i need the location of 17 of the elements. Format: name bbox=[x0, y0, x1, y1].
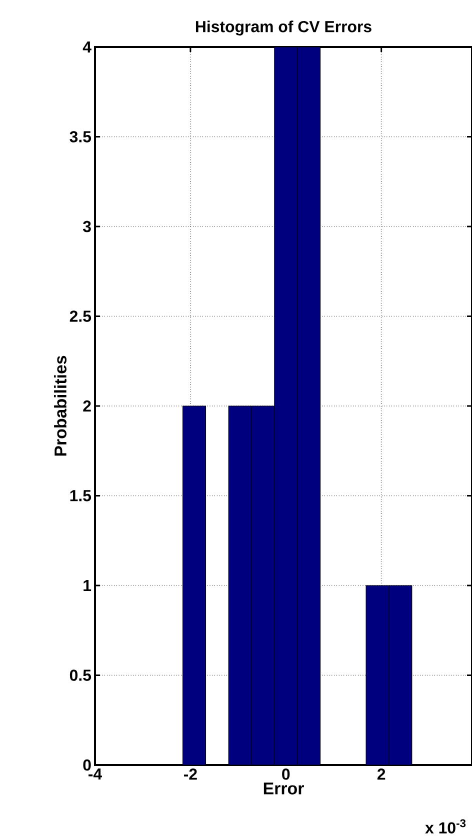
y-tick-label: 1 bbox=[84, 580, 92, 591]
x-tick-label: -4 bbox=[88, 768, 102, 780]
y-tick-label: 3 bbox=[82, 220, 91, 232]
chart-title: Histogram of CV Errors bbox=[196, 20, 372, 36]
x-tick-label: 0 bbox=[282, 768, 290, 780]
y-tick-label: 0.5 bbox=[70, 670, 92, 681]
text: x 10$^{-3}$ bbox=[425, 819, 466, 834]
y-tick-label: 2 bbox=[83, 400, 91, 412]
y-tick-label: 0 bbox=[83, 759, 91, 771]
x-tick-label: 2 bbox=[377, 768, 386, 780]
x-axis-title: Error bbox=[264, 782, 304, 794]
x-tick-label: -2 bbox=[184, 768, 197, 780]
y-tick-label: 1.5 bbox=[70, 490, 92, 502]
y-axis-title: Probabilities bbox=[54, 356, 66, 456]
y-tick-label: 2.5 bbox=[70, 310, 92, 322]
y-tick-label: 3.5 bbox=[70, 131, 92, 142]
y-tick-label: 4 bbox=[82, 42, 92, 52]
